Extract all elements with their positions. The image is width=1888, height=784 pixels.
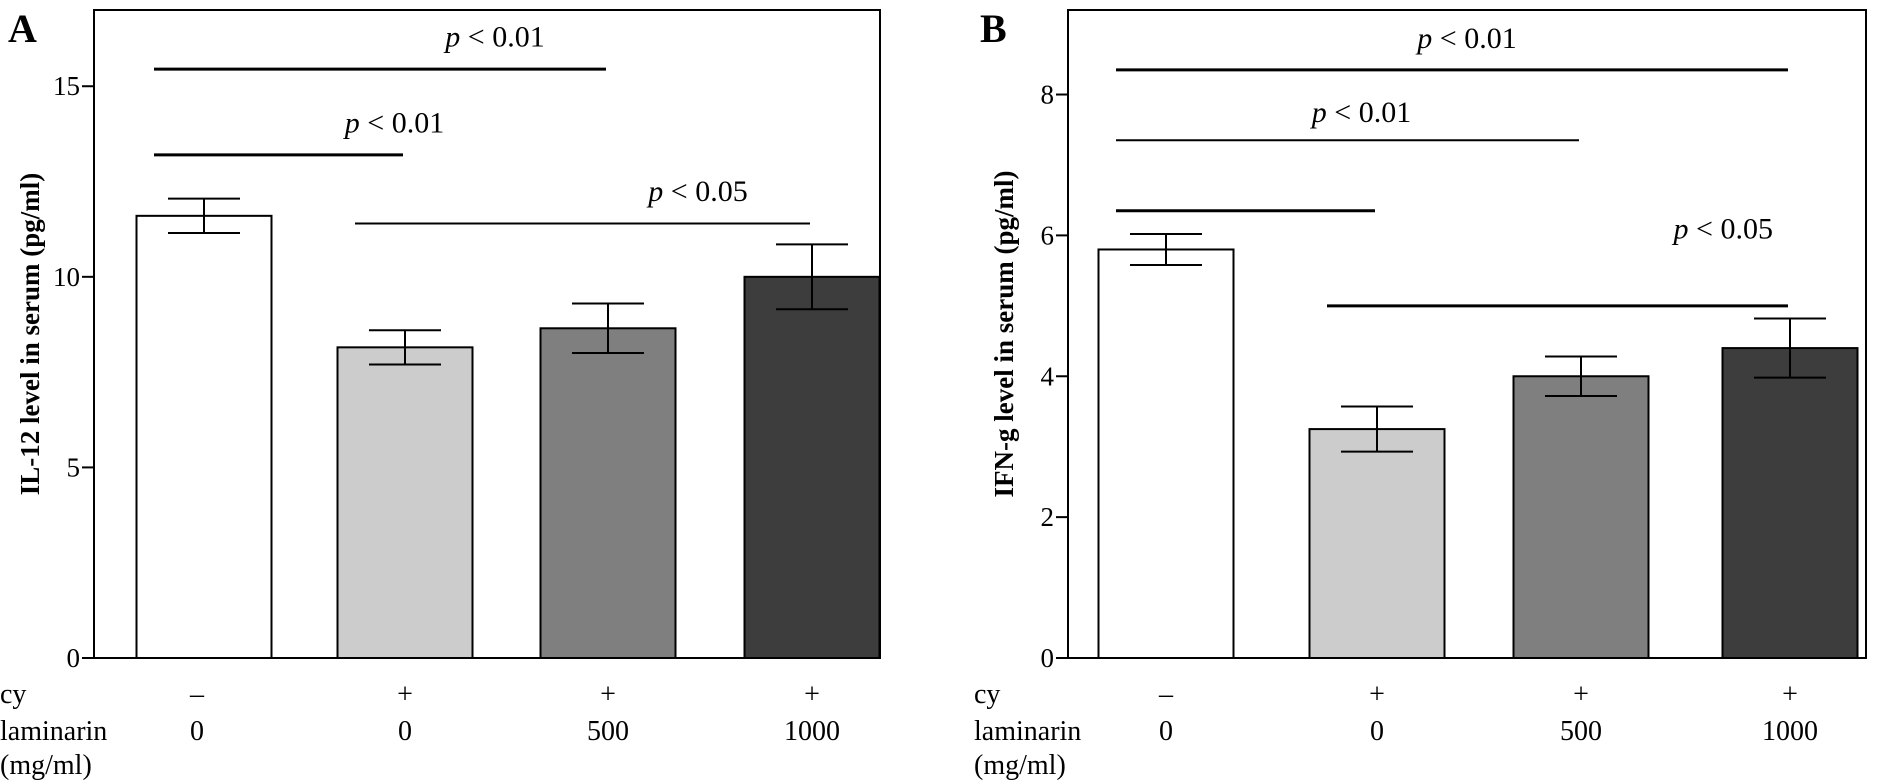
significance-label: p < 0.01 <box>1415 22 1516 55</box>
y-axis-label: IFN-g level in serum (pg/ml) <box>989 171 1019 498</box>
laminarin-value: 1000 <box>784 716 840 747</box>
row-label-cy: cy <box>974 679 1000 710</box>
bar <box>1512 375 1650 659</box>
cy-value: + <box>1573 679 1589 710</box>
laminarin-value: 0 <box>1370 716 1384 747</box>
y-tick-label: 0 <box>67 643 81 673</box>
laminarin-value: 1000 <box>1762 716 1818 747</box>
plot-frame <box>1067 9 1867 659</box>
cy-value: + <box>1782 679 1798 710</box>
panel-A: A 0 5 10 15 IL-12 level in serum (pg/ml) p < 0… <box>0 6 881 781</box>
laminarin-value: 0 <box>190 716 204 747</box>
cy-value: + <box>600 679 616 710</box>
significance-label: p < 0.05 <box>646 175 747 208</box>
panel-letter: A <box>8 6 37 51</box>
y-tick-label: 6 <box>1041 220 1055 250</box>
y-tick-label: 8 <box>1041 80 1055 110</box>
y-tick-label: 10 <box>53 262 80 292</box>
laminarin-value: 0 <box>398 716 412 747</box>
bar <box>1721 347 1859 659</box>
significance-label: p < 0.05 <box>1672 212 1773 245</box>
laminarin-value: 500 <box>1560 716 1602 747</box>
panel-letter: B <box>980 6 1007 51</box>
cy-value: – <box>189 679 205 710</box>
row-label-cy: cy <box>0 679 26 710</box>
bar <box>135 214 273 659</box>
row-label-laminarin: laminarin <box>0 716 107 747</box>
bar <box>743 275 881 659</box>
row-label-unit: (mg/ml) <box>974 750 1066 781</box>
y-tick-label: 5 <box>67 452 81 482</box>
y-tick-label: 4 <box>1041 361 1055 391</box>
bar <box>336 346 474 659</box>
laminarin-value: 500 <box>587 716 629 747</box>
bar <box>1097 248 1235 659</box>
laminarin-value: 0 <box>1159 716 1173 747</box>
significance-label: p < 0.01 <box>343 106 444 139</box>
panel-B: B 0 2 4 6 8 IFN-g level in serum (pg/ml) p < 0.… <box>974 6 1867 781</box>
bar <box>1308 428 1446 659</box>
y-tick-label: 2 <box>1041 502 1055 532</box>
row-label-unit: (mg/ml) <box>0 750 92 781</box>
y-tick-label: 0 <box>1041 643 1055 673</box>
cy-value: + <box>804 679 820 710</box>
y-tick-label: 15 <box>53 71 80 101</box>
significance-label: p < 0.01 <box>1310 96 1411 129</box>
cy-value: + <box>1369 679 1385 710</box>
significance-label: p < 0.01 <box>443 21 544 54</box>
row-label-laminarin: laminarin <box>974 716 1081 747</box>
y-axis-label: IL-12 level in serum (pg/ml) <box>15 173 45 495</box>
cy-value: – <box>1158 679 1174 710</box>
bar <box>539 327 677 659</box>
cy-value: + <box>397 679 413 710</box>
